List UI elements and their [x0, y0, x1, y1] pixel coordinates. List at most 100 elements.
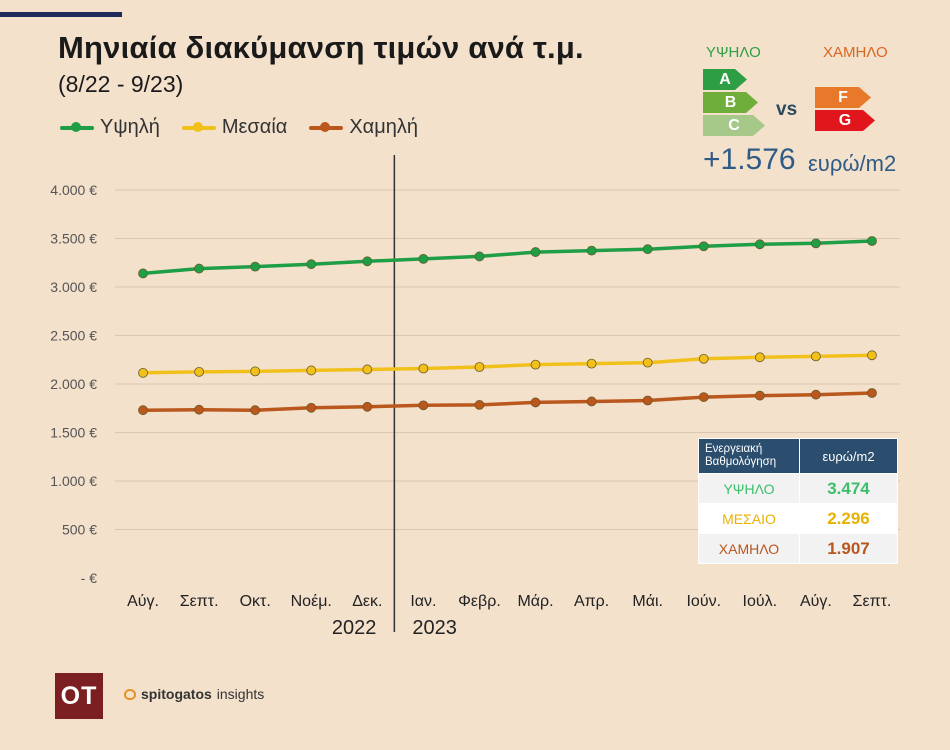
x-tick-label: Μάρ. [517, 593, 553, 610]
y-tick-label: 2.000 € [50, 376, 97, 392]
legend-label-high: Υψηλή [100, 116, 160, 138]
x-tick-label: Απρ. [574, 593, 609, 610]
ot-logo: OT [55, 673, 103, 719]
table-row-value: 3.474 [799, 473, 898, 504]
data-point [474, 362, 485, 372]
data-point [698, 241, 709, 252]
data-point [698, 392, 709, 402]
chart-legend: Υψηλή Μεσαία Χαμηλή [60, 116, 418, 139]
data-point [586, 245, 597, 256]
y-tick-label: 2.500 € [50, 328, 97, 344]
legend-swatch-high [60, 121, 94, 132]
data-point [250, 261, 261, 272]
table-row-value: 2.296 [799, 503, 898, 534]
series-line [142, 239, 873, 276]
data-point [867, 350, 877, 361]
data-point [306, 259, 317, 270]
data-point [810, 238, 821, 249]
y-tick-label: 500 € [62, 522, 97, 538]
data-point [530, 359, 541, 370]
data-point [642, 244, 653, 255]
data-point [642, 395, 653, 406]
x-tick-label: Αύγ. [127, 593, 159, 610]
legend-swatch-medium [181, 121, 216, 132]
x-tick-label: Ιαν. [410, 593, 436, 610]
y-tick-label: 3.000 € [50, 279, 97, 295]
legend-label-low: Χαμηλή [349, 116, 419, 138]
data-point [138, 268, 148, 279]
table-row: ΜΕΣΑΙΟ 2.296 [698, 503, 898, 534]
data-point [362, 256, 373, 267]
data-point [194, 263, 205, 274]
table-header-rating: Ενεργειακή Βαθμολόγηση [698, 438, 800, 474]
data-point [698, 353, 709, 364]
data-point [250, 405, 261, 416]
cat-icon [124, 688, 136, 700]
data-point [530, 397, 541, 408]
data-point [642, 357, 653, 368]
year-label: 2023 [412, 617, 457, 639]
table-row-value: 1.907 [799, 533, 898, 564]
legend-item-low: Χαμηλή [309, 116, 418, 139]
table-row-label: ΥΨΗΛΟ [698, 473, 800, 504]
energy-price-table: Ενεργειακή Βαθμολόγηση ευρώ/m2 ΥΨΗΛΟ 3.4… [698, 438, 898, 564]
x-tick-label: Σεπτ. [853, 593, 892, 610]
x-tick-label: Οκτ. [240, 593, 271, 610]
data-point [362, 401, 373, 412]
top-accent-bar [0, 12, 122, 17]
y-tick-label: 1.000 € [50, 473, 97, 489]
data-point [586, 396, 597, 407]
brand-suffix: insights [216, 686, 265, 702]
data-point [138, 405, 148, 416]
data-point [418, 253, 429, 264]
data-point [867, 236, 877, 246]
x-tick-label: Μάι. [632, 593, 663, 610]
table-row: ΥΨΗΛΟ 3.474 [698, 473, 898, 504]
x-tick-label: Σεπτ. [180, 593, 219, 610]
chart-title: Μηνιαία διακύμανση τιμών ανά τ.μ. [58, 30, 584, 65]
data-point [306, 365, 317, 376]
legend-swatch-low [309, 121, 344, 132]
data-point [138, 367, 148, 378]
data-point [867, 388, 877, 398]
x-tick-label: Ιούν. [686, 593, 721, 610]
y-tick-label: 4.000 € [50, 182, 97, 198]
x-tick-label: Αύγ. [800, 593, 832, 610]
table-row-label: ΧΑΜΗΛΟ [698, 533, 800, 564]
data-point [586, 358, 597, 369]
y-tick-label: 3.500 € [50, 231, 97, 247]
year-label: 2022 [332, 617, 377, 639]
data-point [754, 239, 765, 250]
x-tick-label: Νοέμ. [291, 593, 332, 610]
x-tick-label: Δεκ. [352, 593, 382, 610]
y-tick-label: - € [81, 570, 98, 586]
x-tick-label: Φεβρ. [458, 593, 501, 610]
legend-item-medium: Μεσαία [181, 116, 288, 139]
table-row-label: ΜΕΣΑΙΟ [698, 503, 800, 534]
data-point [754, 352, 765, 363]
brand-name: spitogatos [141, 686, 212, 702]
legend-item-high: Υψηλή [60, 116, 160, 139]
data-point [474, 251, 485, 262]
data-point [306, 402, 317, 413]
data-point [474, 399, 485, 410]
data-point [810, 389, 821, 400]
data-point [418, 400, 429, 411]
data-point [362, 364, 373, 375]
table-header-unit: ευρώ/m2 [799, 438, 898, 474]
data-point [530, 247, 541, 257]
data-point [250, 366, 261, 377]
table-row: ΧΑΜΗΛΟ 1.907 [698, 533, 898, 564]
y-tick-label: 1.500 € [50, 425, 97, 441]
data-point [754, 390, 765, 401]
spitogatos-brand: spitogatos insights [124, 686, 264, 702]
series-line [142, 391, 873, 412]
data-point [194, 366, 205, 377]
x-tick-label: Ιούλ. [743, 593, 778, 610]
data-point [194, 404, 205, 415]
data-point [418, 363, 429, 374]
chart-subtitle: (8/22 - 9/23) [58, 71, 184, 97]
series-line [142, 353, 873, 375]
legend-label-medium: Μεσαία [221, 116, 288, 138]
